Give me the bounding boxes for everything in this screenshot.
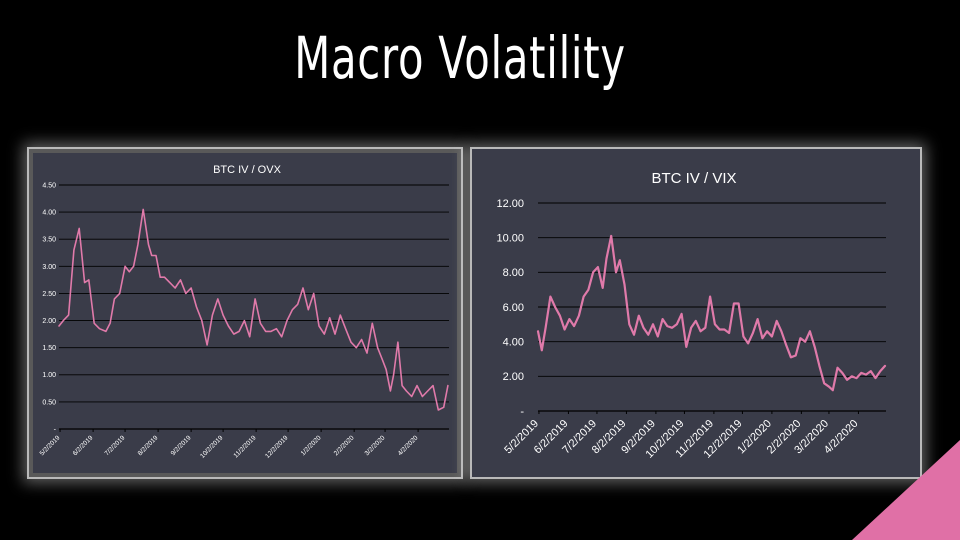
y-tick-label: 0.50	[42, 399, 56, 406]
plot-area	[33, 153, 457, 473]
slide-title: Macro Volatility	[294, 24, 626, 92]
corner-accent-triangle	[852, 440, 960, 540]
y-tick-label: 1.50	[42, 345, 56, 352]
series-line	[58, 208, 449, 411]
y-tick-label: 3.00	[42, 264, 56, 271]
chart-panel-ovx: BTC IV / OVX 4.50 4.00 3.50 3.00 2.50 2.00 1.50…	[27, 147, 463, 479]
chart-title: BTC IV / OVX	[213, 164, 282, 176]
y-tick-label: 2.00	[42, 318, 56, 325]
y-tick-label: 1.00	[42, 372, 56, 379]
y-tick-label: 3.50	[42, 237, 56, 244]
y-tick-label: 2.50	[42, 291, 56, 298]
y-tick-label: -	[520, 406, 524, 418]
chart-title: BTC IV / VIX	[651, 170, 736, 187]
y-tick-label: 4.50	[42, 182, 56, 189]
series-line	[536, 234, 887, 392]
y-tick-label: 12.00	[496, 198, 524, 210]
y-tick-label: 6.00	[503, 302, 524, 314]
y-tick-label: 4.00	[503, 337, 524, 349]
y-tick-label: 10.00	[496, 233, 524, 245]
chart-panel-vix: BTC IV / VIX 12.00 10.00 8.00 6.00 4.00 2.00-5…	[470, 147, 922, 479]
y-tick-label: 2.00	[503, 371, 524, 383]
y-tick-label: -	[54, 426, 57, 433]
chart-ovx: BTC IV / OVX 4.50 4.00 3.50 3.00 2.50 2.00 1.50…	[33, 153, 457, 473]
chart-vix: BTC IV / VIX12.0010.008.006.004.002.00-5…	[496, 170, 887, 461]
y-tick-label: 4.00	[42, 210, 56, 217]
corner-triangle-shape	[852, 440, 960, 540]
y-tick-label: 8.00	[503, 267, 524, 279]
